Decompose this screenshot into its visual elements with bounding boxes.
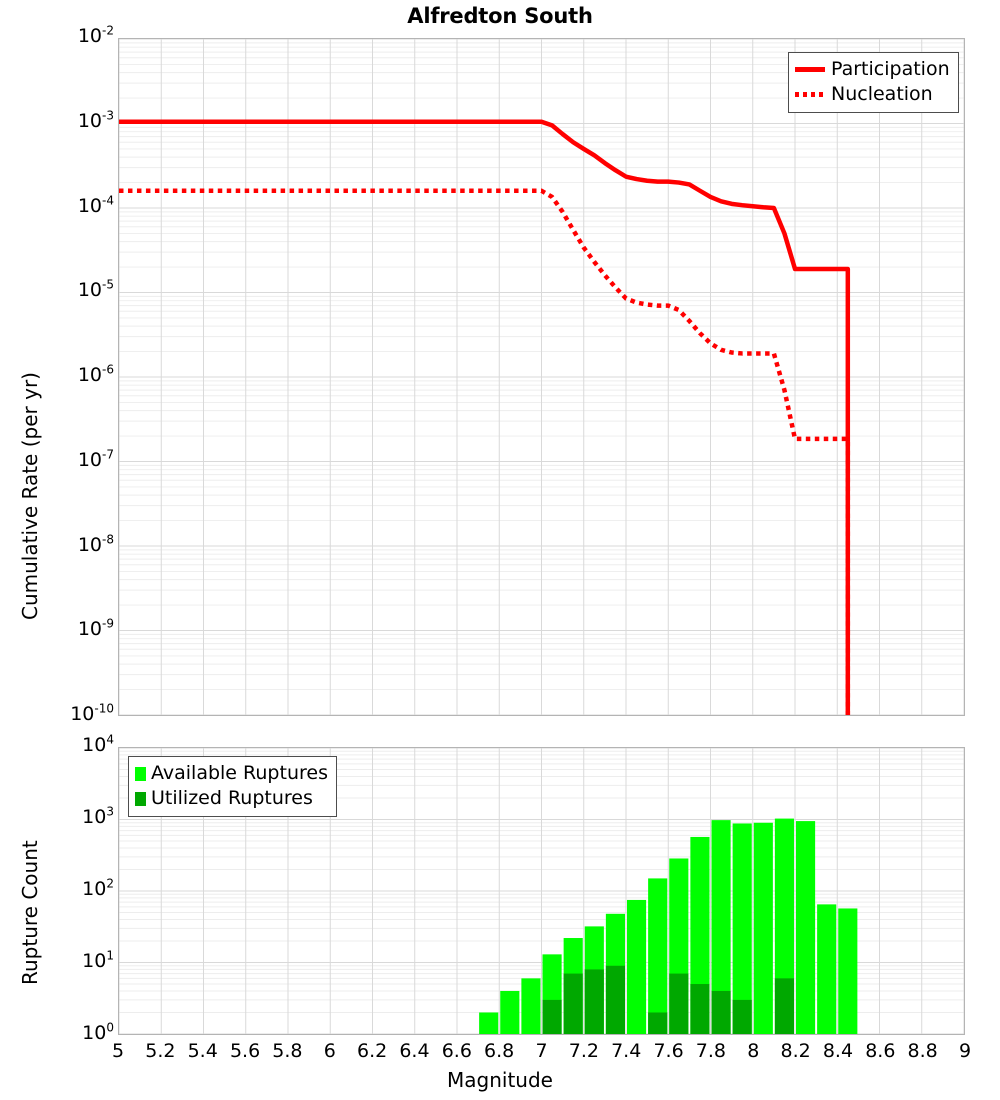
bar-available-ruptures (711, 820, 731, 1034)
top-panel-series-participation (119, 119, 851, 715)
top-panel-plot-area (118, 38, 965, 716)
bar-available-ruptures (838, 908, 858, 1034)
x-tick-label: 6.6 (441, 1040, 472, 1062)
y-tick-label: 103 (82, 804, 114, 828)
x-tick-label: 5 (111, 1040, 125, 1062)
solid-line-swatch-icon (795, 67, 825, 72)
bar-available-ruptures (521, 978, 541, 1034)
bar-utilized-ruptures (584, 969, 604, 1034)
bar-available-ruptures (500, 990, 520, 1034)
x-tick-label: 5.8 (272, 1040, 303, 1062)
legend-label-utilized-ruptures: Utilized Ruptures (151, 787, 313, 809)
y-tick-label: 10-8 (77, 532, 114, 556)
y-tick-label: 102 (82, 876, 114, 900)
top-panel-y-axis-label: Cumulative Rate (per yr) (18, 372, 42, 620)
y-tick-label: 10-9 (77, 616, 114, 641)
legend-label-nucleation: Nucleation (831, 83, 933, 105)
x-tick-label: 6 (323, 1040, 336, 1062)
x-tick-label: 8.6 (865, 1040, 896, 1062)
bar-utilized-ruptures (774, 978, 794, 1034)
bottom-panel-legend: Available Ruptures Utilized Ruptures (128, 756, 337, 817)
top-panel-legend: Participation Nucleation (788, 52, 959, 113)
y-tick-label: 10-10 (70, 701, 114, 725)
x-axis-label: Magnitude (447, 1068, 553, 1092)
bar-available-ruptures (817, 904, 837, 1034)
x-tick-label: 7.2 (568, 1040, 599, 1062)
x-tick-label: 6.8 (484, 1040, 515, 1062)
y-tick-label: 10-5 (77, 277, 114, 302)
x-tick-label: 7.8 (695, 1040, 726, 1062)
x-tick-label: 6.4 (399, 1040, 430, 1062)
x-tick-label: 8.8 (907, 1040, 938, 1062)
x-tick-label: 5.6 (229, 1040, 261, 1062)
y-tick-label: 10-7 (77, 447, 114, 471)
x-tick-label: 9 (958, 1040, 972, 1062)
bar-available-ruptures (753, 822, 773, 1034)
bar-utilized-ruptures (669, 973, 689, 1034)
y-tick-label: 10-2 (77, 23, 114, 47)
y-tick-label: 101 (82, 948, 114, 972)
bar-utilized-ruptures (711, 990, 731, 1034)
bar-available-ruptures (795, 821, 816, 1034)
utilized-ruptures-swatch-icon (135, 791, 146, 806)
x-tick-label: 7 (535, 1040, 548, 1062)
x-tick-label: 5.2 (145, 1040, 176, 1062)
bar-utilized-ruptures (648, 1012, 668, 1034)
legend-label-participation: Participation (831, 58, 950, 80)
x-tick-label: 7.4 (611, 1040, 642, 1062)
x-tick-label: 8 (747, 1040, 760, 1062)
y-tick-label: 10-3 (77, 108, 114, 132)
y-tick-label: 10-4 (77, 193, 114, 217)
y-tick-label: 10-6 (77, 362, 114, 386)
legend-entry-available-ruptures: Available Ruptures (135, 761, 328, 786)
y-tick-label: 100 (82, 1020, 114, 1044)
y-tick-label: 104 (82, 732, 114, 756)
x-tick-label: 8.4 (822, 1040, 854, 1062)
x-tick-label: 6.2 (356, 1040, 388, 1062)
bar-available-ruptures (626, 899, 647, 1034)
bar-available-ruptures (732, 823, 752, 1034)
x-tick-label: 8.2 (780, 1040, 811, 1062)
figure-title: Alfredton South (407, 4, 593, 28)
bar-utilized-ruptures (542, 999, 562, 1034)
available-ruptures-swatch-icon (135, 766, 146, 781)
top-panel-series-nucleation (119, 188, 851, 715)
legend-entry-utilized-ruptures: Utilized Ruptures (135, 786, 328, 811)
bar-available-ruptures (648, 878, 668, 1034)
bar-utilized-ruptures (690, 984, 710, 1034)
x-tick-label: 5.4 (187, 1040, 218, 1062)
bar-utilized-ruptures (563, 973, 583, 1034)
legend-entry-nucleation: Nucleation (795, 82, 950, 107)
bar-utilized-ruptures (732, 999, 752, 1034)
legend-entry-participation: Participation (795, 57, 950, 82)
dotted-line-swatch-icon (795, 92, 825, 97)
bar-available-ruptures (479, 1012, 499, 1034)
bar-utilized-ruptures (605, 965, 625, 1034)
legend-label-available-ruptures: Available Ruptures (151, 762, 328, 784)
x-tick-label: 7.6 (653, 1040, 684, 1062)
